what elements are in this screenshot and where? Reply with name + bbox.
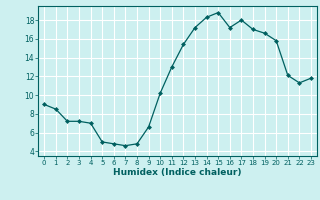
X-axis label: Humidex (Indice chaleur): Humidex (Indice chaleur): [113, 168, 242, 177]
